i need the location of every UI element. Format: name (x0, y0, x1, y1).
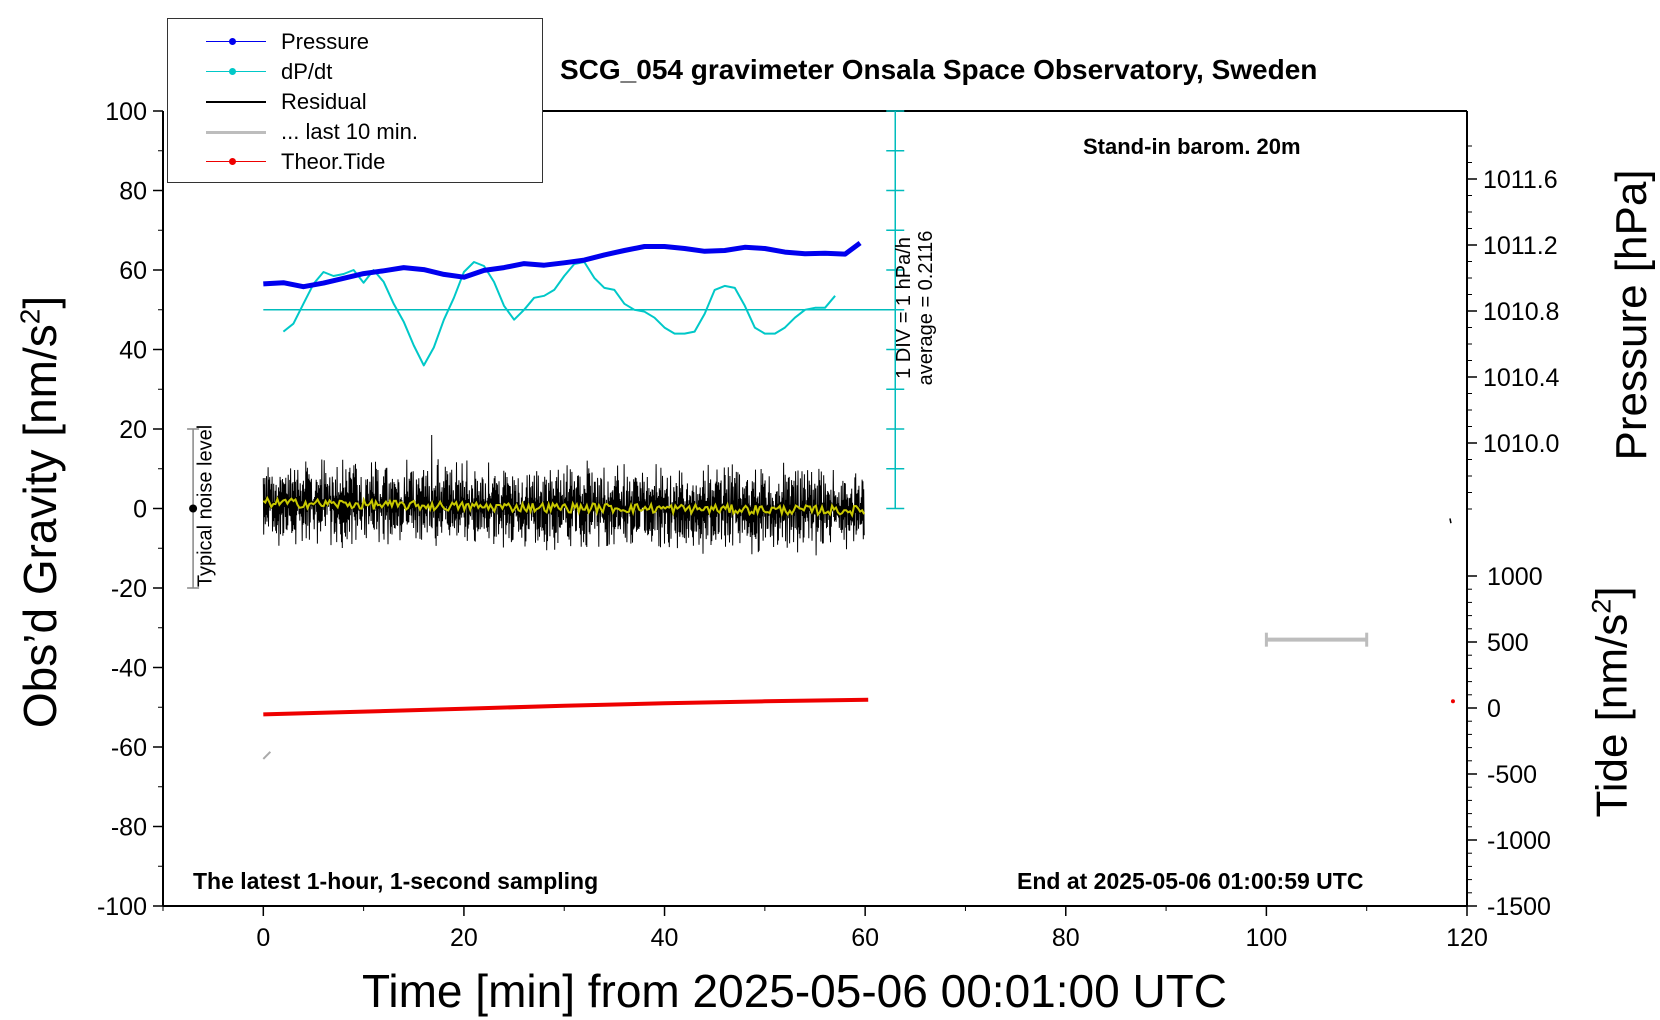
y-tick-label: -80 (111, 814, 147, 842)
y-tick-label: 40 (119, 337, 147, 365)
tide-tick-label: -500 (1487, 761, 1537, 789)
div-scale-label: 1 DIV = 1 hPa/h average = 0.2116 (893, 231, 937, 386)
x-tick-label: 120 (1446, 924, 1488, 952)
legend-swatch-pressure (206, 38, 266, 45)
x-tick-label: 20 (450, 924, 478, 952)
y-tick-label: 60 (119, 257, 147, 285)
noise-level-center (189, 504, 198, 513)
chart-title: SCG_054 gravimeter Onsala Space Observat… (560, 54, 1318, 85)
tide-series (263, 697, 869, 717)
legend-item-tide: Theor.Tide (168, 147, 542, 177)
pressure-tick-label: 1011.2 (1483, 232, 1558, 260)
legend-item-dpdt: dP/dt (168, 57, 542, 87)
residual-series (262, 434, 865, 556)
y-tick-label: 80 (119, 178, 147, 206)
x-tick-label: 40 (651, 924, 679, 952)
x-tick-label: 60 (851, 924, 879, 952)
pressure-tick-label: 1011.6 (1483, 166, 1558, 194)
legend-swatch-residual (206, 101, 266, 103)
legend-item-pressure: Pressure (168, 27, 542, 57)
legend: Pressure dP/dt Residual ... last 10 min.… (167, 18, 543, 183)
barometer-note: Stand-in barom. 20m (1083, 134, 1301, 159)
tide-tick-label: 0 (1487, 695, 1501, 723)
residual-smoothed-series (262, 495, 866, 518)
y-tick-label: -40 (111, 655, 147, 683)
sampling-note: The latest 1-hour, 1-second sampling (193, 868, 599, 894)
tide-tick-label: 1000 (1487, 563, 1543, 591)
x-axis-title: Time [min] from 2025-05-06 00:01:00 UTC (362, 965, 1227, 1017)
pressure-tick-label: 1010.8 (1483, 298, 1559, 326)
tick-label-layer: 0 20 40 60 80 100 120 100 80 60 40 20 0 -20 -40 -60 -80 -… (97, 98, 1560, 952)
y-axis-tide-title-sup: 2 (1586, 598, 1617, 614)
y-axis-left-title: Obs’d Gravity [nm/s2] (13, 296, 67, 728)
x-tick-label: 0 (256, 924, 270, 952)
legend-label-dpdt: dP/dt (281, 59, 333, 84)
legend-item-residual: Residual (168, 87, 542, 117)
legend-label-pressure: Pressure (281, 29, 370, 54)
y-axis-tide-title: Tide [nm/s2] (1587, 586, 1638, 817)
legend-swatch-last10 (206, 131, 266, 134)
tide-end-mark (1450, 699, 1455, 704)
div-scale-line2: average = 0.2116 (915, 230, 937, 386)
y-axis-tide-title-main: Tide [nm/s (1587, 613, 1637, 818)
y-axis-left-title-end: ] (14, 295, 66, 309)
end-time-note: End at 2025-05-06 01:00:59 UTC (1017, 868, 1364, 894)
series-layer (262, 240, 869, 717)
residual-end-mark (1449, 518, 1452, 524)
pressure-tick-label: 1010.0 (1483, 430, 1559, 458)
tide-tick-label: 500 (1487, 629, 1529, 657)
y-tick-label: 100 (105, 98, 147, 126)
last10-start-mark (262, 751, 272, 760)
y-axis-tide-title-end: ] (1587, 586, 1637, 599)
y-tick-label: -100 (97, 893, 147, 921)
div-scale-line1: 1 DIV = 1 hPa/h (893, 237, 915, 379)
legend-label-tide: Theor.Tide (281, 149, 386, 174)
noise-level-label: Typical noise level (194, 424, 217, 588)
legend-item-last10: ... last 10 min. (168, 117, 542, 147)
x-tick-label: 80 (1052, 924, 1080, 952)
y-tick-label: -60 (111, 734, 147, 762)
x-tick-label: 100 (1246, 924, 1288, 952)
tide-tick-label: -1500 (1487, 893, 1551, 921)
y-tick-label: 20 (119, 416, 147, 444)
axes-layer (153, 110, 1477, 916)
y-axis-pressure-title: Pressure [hPa] (1607, 169, 1656, 461)
legend-label-last10: ... last 10 min. (281, 119, 418, 144)
legend-swatch-dpdt (206, 68, 266, 75)
legend-swatch-tide (206, 158, 266, 165)
dpdt-series (282, 261, 836, 367)
y-axis-left-title-sup: 2 (14, 308, 46, 325)
pressure-series (263, 240, 862, 290)
legend-label-residual: Residual (281, 89, 367, 114)
tide-tick-label: -1000 (1487, 827, 1551, 855)
y-tick-label: 0 (133, 496, 147, 524)
y-tick-label: -20 (111, 575, 147, 603)
pressure-tick-label: 1010.4 (1483, 364, 1560, 392)
y-axis-left-title-main: Obs’d Gravity [nm/s (14, 324, 66, 729)
